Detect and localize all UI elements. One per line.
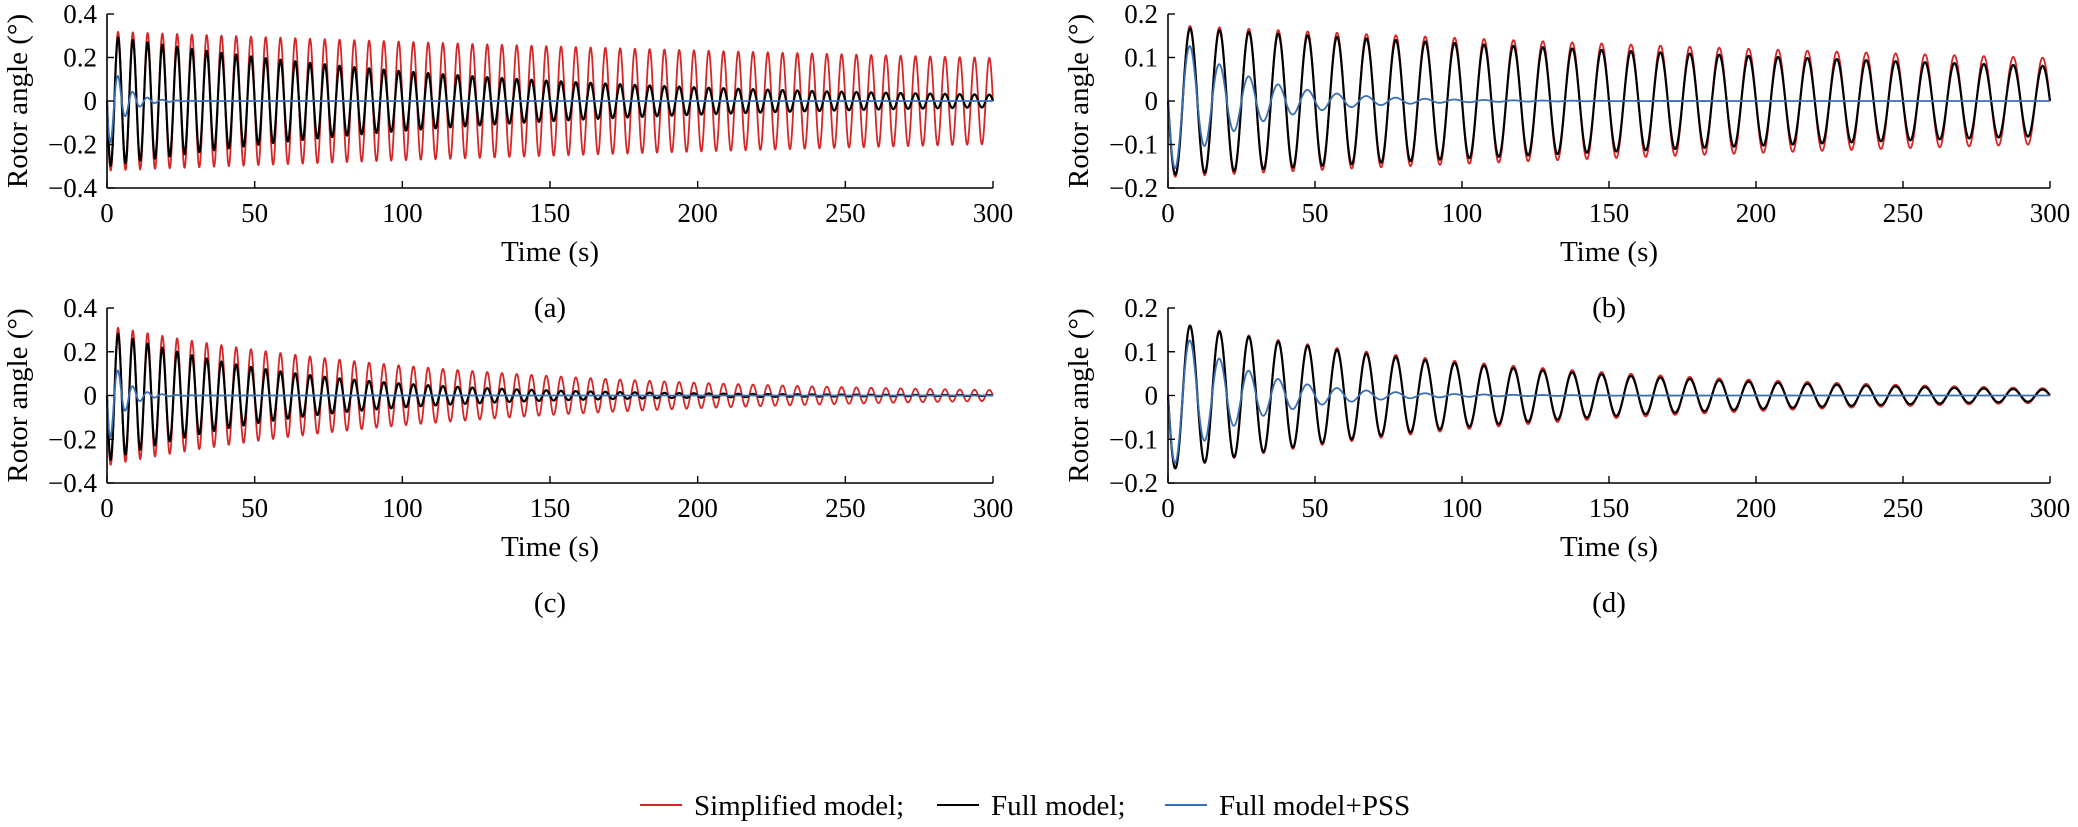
x-tick-label: 250 <box>1883 493 1924 523</box>
legend-label-full: Full model; <box>991 790 1126 822</box>
series-line-pss-d <box>1167 339 2051 464</box>
y-tick-label: −0.2 <box>48 424 97 454</box>
x-axis-title: Time (s) <box>1560 236 1658 268</box>
x-tick-label: 200 <box>1736 198 1777 228</box>
x-tick-label: 50 <box>1302 198 1329 228</box>
x-tick-label: 100 <box>382 198 423 228</box>
x-tick-label: 200 <box>677 198 718 228</box>
y-tick-label: −0.2 <box>1109 173 1158 203</box>
y-tick-label: 0.2 <box>1124 293 1158 323</box>
x-tick-label: 50 <box>1302 493 1329 523</box>
y-tick-label: −0.1 <box>1109 130 1158 160</box>
x-tick-label: 200 <box>677 493 718 523</box>
panel-d: 0 50 100 150 200 250 300 −0.2 −0.1 0 0.1 0.2 Time (s… <box>1063 293 2070 619</box>
x-tick-label: 100 <box>1442 198 1483 228</box>
x-tick-label: 0 <box>1161 493 1175 523</box>
panel-label: (d) <box>1592 587 1626 619</box>
x-tick-label: 250 <box>825 198 866 228</box>
series-line-pss-a <box>106 75 994 144</box>
panel-label: (b) <box>1592 292 1626 324</box>
x-tick-label: 0 <box>100 493 114 523</box>
legend-label-simplified: Simplified model; <box>694 790 904 822</box>
y-tick-label: 0 <box>84 381 98 411</box>
y-tick-label: 0 <box>84 86 98 116</box>
x-tick-label: 150 <box>1589 493 1630 523</box>
x-tick-label: 300 <box>2030 493 2071 523</box>
y-tick-label: 0 <box>1145 86 1159 116</box>
x-tick-label: 250 <box>1883 198 1924 228</box>
y-tick-label: −0.1 <box>1109 424 1158 454</box>
y-tick-label: 0.1 <box>1124 43 1158 73</box>
y-tick-label: 0.1 <box>1124 337 1158 367</box>
x-tick-label: 200 <box>1736 493 1777 523</box>
panel-label: (c) <box>534 587 566 619</box>
x-tick-label: 150 <box>530 198 571 228</box>
x-tick-label: 50 <box>241 493 268 523</box>
panel-c: 0 50 100 150 200 250 300 −0.4 −0.2 0 0.2 0.4 Time (s… <box>2 293 1013 619</box>
series-line-pss-c <box>106 369 994 438</box>
x-tick-label: 150 <box>530 493 571 523</box>
y-axis-title: Rotor angle (°) <box>2 14 34 188</box>
panel-label: (a) <box>534 292 566 324</box>
series-line-pss-b <box>1167 45 2051 169</box>
y-tick-label: 0.4 <box>63 0 97 29</box>
legend: Simplified model; Full model; Full model… <box>640 790 1410 822</box>
legend-label-pss: Full model+PSS <box>1219 790 1410 822</box>
x-tick-label: 0 <box>1161 198 1175 228</box>
x-tick-label: 100 <box>382 493 423 523</box>
y-tick-label: 0.2 <box>63 337 97 367</box>
y-tick-label: −0.2 <box>1109 468 1158 498</box>
y-tick-label: −0.4 <box>48 468 97 498</box>
x-axis-title: Time (s) <box>1560 531 1658 563</box>
x-tick-label: 300 <box>973 493 1014 523</box>
x-tick-label: 150 <box>1589 198 1630 228</box>
x-tick-label: 100 <box>1442 493 1483 523</box>
panel-a: 0 50 100 150 200 250 300 −0.4 −0.2 0 0.2 0.4 Time (s… <box>2 0 1013 324</box>
y-tick-label: 0.4 <box>63 293 97 323</box>
y-tick-label: 0 <box>1145 381 1159 411</box>
y-axis-title: Rotor angle (°) <box>1063 14 1095 188</box>
y-tick-label: −0.2 <box>48 130 97 160</box>
y-axis-title: Rotor angle (°) <box>1063 308 1095 482</box>
x-axis-title: Time (s) <box>501 236 599 268</box>
x-tick-label: 300 <box>973 198 1014 228</box>
x-tick-label: 300 <box>2030 198 2071 228</box>
x-axis-title: Time (s) <box>501 531 599 563</box>
y-tick-label: −0.4 <box>48 173 97 203</box>
x-tick-label: 50 <box>241 198 268 228</box>
x-tick-label: 250 <box>825 493 866 523</box>
x-tick-label: 0 <box>100 198 114 228</box>
y-tick-label: 0.2 <box>63 43 97 73</box>
y-axis-title: Rotor angle (°) <box>2 308 34 482</box>
y-tick-label: 0.2 <box>1124 0 1158 29</box>
panel-b: 0 50 100 150 200 250 300 −0.2 −0.1 0 0.1 0.2 Time (s… <box>1063 0 2070 324</box>
